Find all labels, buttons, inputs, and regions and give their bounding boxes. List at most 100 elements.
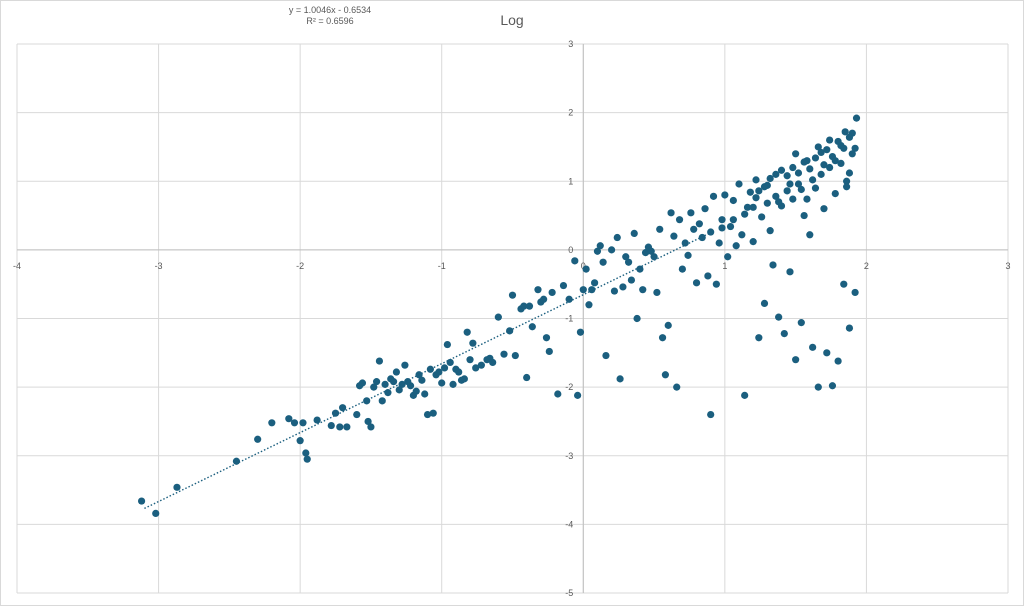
data-point [574, 391, 582, 399]
data-point [806, 165, 814, 173]
data-point [559, 281, 568, 290]
data-point [780, 329, 788, 338]
data-point [792, 356, 800, 364]
y-tick-label: -4 [565, 519, 573, 529]
data-point [811, 154, 820, 162]
data-point [343, 423, 351, 431]
data-point [435, 368, 443, 376]
data-point [741, 210, 749, 218]
data-point [826, 136, 834, 144]
x-tick-label: -1 [438, 261, 446, 271]
data-point [367, 423, 375, 431]
data-point [690, 225, 698, 233]
data-point [152, 509, 160, 517]
data-point [610, 287, 619, 295]
y-tick-label: 3 [568, 39, 573, 49]
data-point [852, 114, 861, 122]
data-point [726, 222, 735, 231]
data-point [831, 157, 839, 165]
data-point [772, 192, 780, 200]
data-point [692, 279, 701, 287]
data-point [489, 358, 497, 367]
data-point [738, 231, 746, 239]
data-point [752, 176, 760, 184]
y-tick-label: 0 [568, 245, 573, 255]
data-point [299, 419, 307, 427]
data-point [834, 137, 842, 146]
data-point [627, 276, 636, 284]
data-point [667, 209, 675, 217]
x-tick-label: -4 [13, 261, 21, 271]
data-point [443, 340, 451, 349]
data-point [840, 280, 848, 288]
data-point [749, 238, 757, 246]
data-point [285, 415, 293, 423]
data-point [775, 313, 783, 321]
data-point [548, 288, 556, 297]
data-point [678, 265, 686, 273]
data-point [783, 187, 791, 195]
data-point [794, 169, 803, 177]
data-point [421, 390, 429, 398]
gridlines [16, 43, 1009, 594]
data-point [446, 358, 454, 367]
x-tick-label: 2 [864, 261, 869, 271]
data-point [675, 216, 684, 224]
data-point [826, 163, 834, 172]
data-point [466, 356, 474, 364]
x-tick-label: 1 [722, 261, 727, 271]
axes: -4 -3 -2 -1 0 1 2 3 -5 -4 -3 -2 -1 0 1 2 3 [13, 39, 1011, 598]
data-point [423, 410, 432, 419]
x-tick-label: -3 [155, 261, 163, 271]
data-point [789, 195, 797, 203]
data-point [721, 191, 729, 199]
data-point [783, 172, 791, 180]
data-point [820, 205, 828, 213]
data-point [520, 302, 528, 310]
data-point [772, 170, 780, 178]
data-point [363, 397, 371, 405]
data-point [718, 224, 726, 232]
data-point [841, 128, 849, 136]
data-point [797, 185, 805, 194]
chart-title: Log [500, 12, 523, 28]
y-tick-label: -1 [565, 314, 573, 324]
data-point [845, 133, 854, 141]
trendline-r-squared: R² = 0.6596 [306, 16, 353, 26]
data-point [814, 383, 822, 391]
data-point [712, 280, 720, 288]
data-point [851, 144, 859, 152]
data-points [137, 114, 861, 517]
data-point [588, 286, 596, 294]
data-point [602, 351, 610, 360]
data-point [582, 265, 590, 273]
data-point [339, 404, 347, 412]
data-point [743, 203, 752, 211]
data-point [395, 386, 403, 394]
data-point [624, 258, 633, 266]
data-point [401, 361, 409, 369]
data-point [809, 343, 817, 351]
data-point [843, 183, 851, 191]
data-point [449, 380, 457, 388]
data-point [653, 288, 661, 297]
data-point [724, 253, 732, 261]
data-point [327, 421, 335, 430]
data-point [735, 180, 743, 188]
data-point [296, 437, 304, 445]
trendline-equation: y = 1.0046x - 0.6534 [289, 5, 371, 15]
data-point [800, 158, 808, 166]
data-point [477, 361, 485, 369]
data-point [460, 375, 468, 383]
data-point [641, 249, 650, 257]
data-point [837, 159, 845, 168]
data-point [608, 246, 616, 254]
data-point [336, 423, 344, 431]
data-point [809, 176, 817, 184]
data-point [820, 161, 828, 169]
data-point [760, 183, 769, 191]
data-point [814, 143, 822, 151]
data-point [749, 203, 757, 211]
data-point [786, 180, 794, 188]
